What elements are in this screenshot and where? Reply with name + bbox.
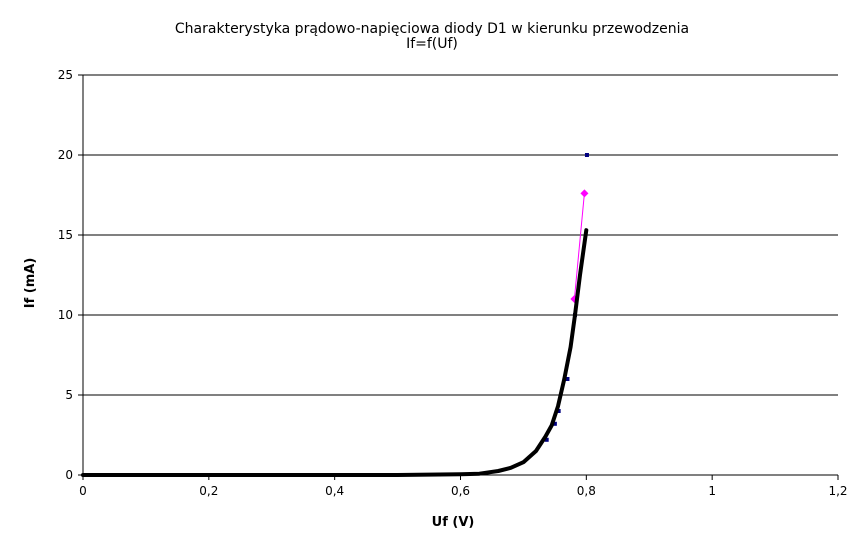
data-point-diamond <box>580 189 589 198</box>
series-line <box>573 193 585 300</box>
y-axis-label: If (mA) <box>23 258 38 309</box>
y-tick-label: 15 <box>58 228 73 242</box>
x-tick-label: 0 <box>79 484 87 498</box>
data-point <box>544 437 549 442</box>
data-point <box>565 377 570 381</box>
x-tick-label: 1,2 <box>828 484 847 498</box>
x-tick-label: 1 <box>708 484 716 498</box>
data-point <box>556 409 561 413</box>
y-tick-labels: 0 5 10 15 20 25 <box>58 68 73 482</box>
x-tick-labels: 0 0,2 0,4 0,6 0,8 1 1,2 <box>79 484 847 498</box>
x-axis-label: Uf (V) <box>432 515 475 530</box>
axes <box>78 74 839 480</box>
y-tick-label: 0 <box>65 468 73 482</box>
plot-area <box>81 153 589 477</box>
series-trendline <box>81 228 589 477</box>
y-tick-label: 5 <box>65 388 73 402</box>
chart-subtitle: If=f(Uf) <box>406 36 458 52</box>
chart-title: Charakterystyka prądowo-napięciowa diody… <box>175 21 689 37</box>
y-tick-label: 20 <box>58 148 73 162</box>
y-tick-label: 10 <box>58 308 73 322</box>
data-point <box>552 421 557 426</box>
y-tick-label: 25 <box>58 68 73 82</box>
grid-lines <box>83 74 838 396</box>
data-point <box>584 153 589 157</box>
x-tick-label: 0,8 <box>577 484 596 498</box>
x-tick-label: 0,4 <box>325 484 344 498</box>
x-tick-label: 0,6 <box>451 484 470 498</box>
x-tick-label: 0,2 <box>199 484 218 498</box>
